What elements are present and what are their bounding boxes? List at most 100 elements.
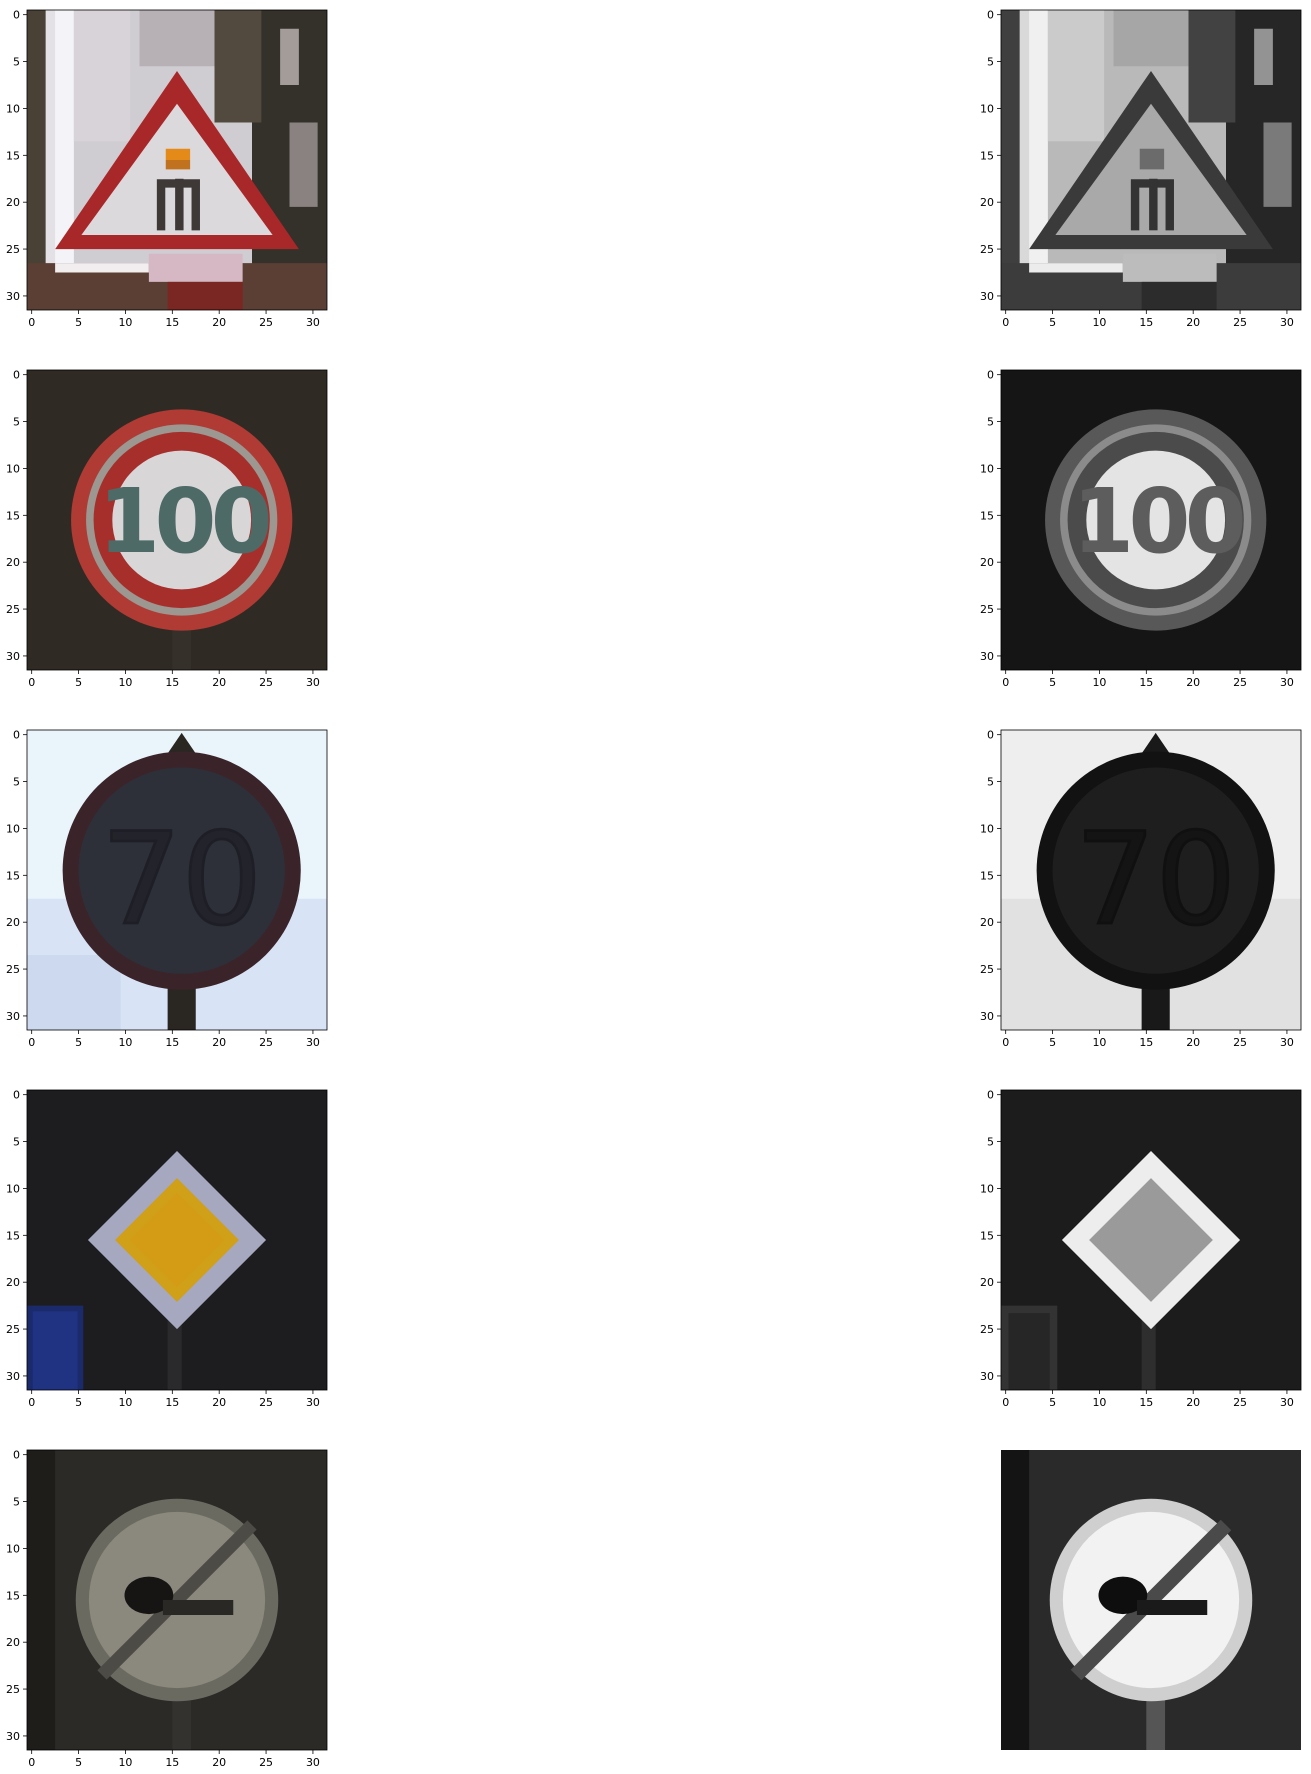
y-tick-label: 15: [980, 1229, 994, 1242]
speed-limit-100-sign-image: [27, 370, 327, 670]
x-tick-label: 5: [75, 1756, 82, 1769]
y-tick-label: 15: [6, 509, 20, 522]
x-tick-label: 15: [1139, 1036, 1153, 1049]
x-tick-label: 20: [1186, 1036, 1200, 1049]
x-tick-label: 30: [1280, 676, 1294, 689]
end-of-no-passing-sign-image: [27, 1450, 327, 1750]
y-tick-label: 10: [6, 1182, 20, 1195]
y-tick-label: 30: [6, 1010, 20, 1023]
x-tick-label: 5: [75, 1396, 82, 1409]
speed-limit-70-sign-image: [999, 728, 1303, 1032]
y-tick-label: 20: [6, 916, 20, 929]
y-tick-label: 30: [6, 650, 20, 663]
axes-frame: [26, 9, 328, 311]
x-tick-label: 30: [306, 316, 320, 329]
y-tick-label: 0: [987, 729, 994, 742]
y-tick-label: 25: [980, 963, 994, 976]
y-tick-label: 0: [13, 1089, 20, 1102]
x-tick-label: 15: [1139, 676, 1153, 689]
y-tick-label: 30: [980, 650, 994, 663]
x-tick-label: 0: [28, 1396, 35, 1409]
y-tick-label: 15: [980, 149, 994, 162]
x-tick-label: 30: [306, 1396, 320, 1409]
x-tick-label: 30: [306, 1036, 320, 1049]
x-tick-label: 10: [118, 316, 132, 329]
y-tick-label: 5: [13, 776, 20, 789]
x-tick-label: 20: [212, 316, 226, 329]
x-tick-label: 25: [259, 676, 273, 689]
y-tick-label: 30: [6, 1730, 20, 1743]
y-tick-label: 20: [980, 556, 994, 569]
x-tick-label: 0: [28, 1756, 35, 1769]
y-tick-label: 0: [987, 9, 994, 22]
x-tick-label: 0: [28, 676, 35, 689]
y-tick-label: 25: [980, 243, 994, 256]
y-tick-label: 10: [6, 102, 20, 115]
x-tick-label: 10: [1092, 1396, 1106, 1409]
x-tick-label: 25: [1233, 1396, 1247, 1409]
y-tick-label: 20: [6, 1276, 20, 1289]
y-tick-label: 0: [13, 1449, 20, 1462]
x-tick-label: 10: [1092, 316, 1106, 329]
x-tick-label: 5: [75, 316, 82, 329]
x-tick-label: 10: [118, 1036, 132, 1049]
y-tick-label: 20: [980, 1276, 994, 1289]
axes-frame: [1000, 369, 1302, 671]
x-tick-label: 25: [259, 1036, 273, 1049]
warning-triangle-sign-image: [27, 10, 327, 310]
x-tick-label: 20: [212, 1396, 226, 1409]
y-tick-label: 25: [6, 603, 20, 616]
x-tick-label: 30: [1280, 1396, 1294, 1409]
x-tick-label: 25: [259, 316, 273, 329]
y-tick-label: 25: [6, 1683, 20, 1696]
x-tick-label: 10: [118, 1396, 132, 1409]
x-tick-label: 20: [212, 676, 226, 689]
y-tick-label: 15: [980, 869, 994, 882]
panel-row5-color: 0 5 10 15 20 25 30 0 5 10 15 20 25 30: [6, 1449, 327, 1769]
x-tick-label: 15: [165, 1036, 179, 1049]
x-tick-label: 10: [1092, 676, 1106, 689]
axes-frame: [26, 1089, 328, 1391]
y-tick-label: 0: [13, 729, 20, 742]
y-tick-label: 5: [987, 1136, 994, 1149]
speed-limit-70-sign-image: [25, 728, 329, 1032]
x-tick-label: 15: [165, 316, 179, 329]
y-tick-label: 30: [6, 290, 20, 303]
y-tick-label: 25: [6, 963, 20, 976]
axes-frame: [1000, 1089, 1302, 1391]
x-tick-label: 15: [1139, 1396, 1153, 1409]
panel-row1-color: 0 5 10 15 20 25 30 0 5 10 15 20 25 30: [6, 9, 327, 329]
y-tick-label: 0: [13, 369, 20, 382]
y-tick-label: 0: [987, 369, 994, 382]
x-tick-label: 20: [1186, 1396, 1200, 1409]
x-tick-label: 5: [1049, 1036, 1056, 1049]
x-tick-label: 30: [1280, 1036, 1294, 1049]
x-tick-label: 10: [118, 676, 132, 689]
panel-row2-grayscale: 0 5 10 15 20 25 30 0 5 10 15 20 25 30: [980, 369, 1302, 689]
y-tick-label: 10: [980, 102, 994, 115]
axes-frame: [1000, 729, 1302, 1031]
y-tick-label: 0: [13, 9, 20, 22]
y-tick-label: 30: [6, 1370, 20, 1383]
y-tick-label: 20: [6, 1636, 20, 1649]
y-tick-label: 15: [6, 149, 20, 162]
panel-row1-grayscale: 0 5 10 15 20 25 30 0 5 10 15 20 25 30: [980, 9, 1301, 329]
y-tick-label: 15: [980, 509, 994, 522]
y-tick-label: 5: [987, 776, 994, 789]
panel-row3-grayscale: 0 5 10 15 20 25 30 0 5 10 15 20 25 30: [980, 728, 1303, 1049]
x-tick-label: 25: [1233, 1036, 1247, 1049]
y-tick-label: 15: [6, 1589, 20, 1602]
priority-road-sign-image: [1001, 1090, 1301, 1390]
y-tick-label: 0: [987, 1089, 994, 1102]
y-tick-label: 10: [6, 1542, 20, 1555]
x-tick-label: 5: [75, 1036, 82, 1049]
x-tick-label: 0: [28, 1036, 35, 1049]
end-of-no-passing-sign-image: [1001, 1450, 1301, 1750]
y-tick-label: 30: [980, 290, 994, 303]
y-tick-label: 10: [980, 1182, 994, 1195]
x-tick-label: 20: [212, 1756, 226, 1769]
y-tick-label: 25: [980, 603, 994, 616]
y-tick-label: 30: [980, 1010, 994, 1023]
x-tick-label: 0: [1002, 676, 1009, 689]
